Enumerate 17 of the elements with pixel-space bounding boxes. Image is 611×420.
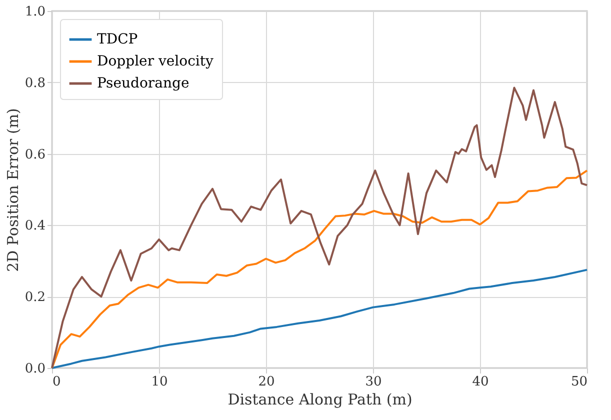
x-tick-label: 30 [365, 374, 382, 390]
x-tick-label: 40 [472, 374, 489, 390]
x-axis-title: Distance Along Path (m) [228, 390, 412, 408]
y-tick-label: 0.4 [24, 218, 46, 234]
y-tick-label: 0.6 [24, 147, 46, 162]
y-tick-label: 0.0 [24, 362, 46, 376]
x-tick-label: 50 [570, 374, 588, 390]
x-tick-label: 20 [258, 374, 275, 390]
y-tick-label: 0.8 [24, 76, 46, 91]
legend-label: Pseudorange [97, 76, 190, 92]
y-tick-label: 1.0 [24, 4, 46, 20]
y-tick-label: 0.2 [24, 290, 46, 306]
legend-label: TDCP [97, 32, 138, 48]
y-axis-title: 2D Position Error (m) [4, 108, 22, 272]
x-tick-label: 0 [52, 374, 61, 390]
legend-label: Doppler velocity [97, 54, 214, 70]
x-tick-label: 10 [151, 374, 168, 390]
